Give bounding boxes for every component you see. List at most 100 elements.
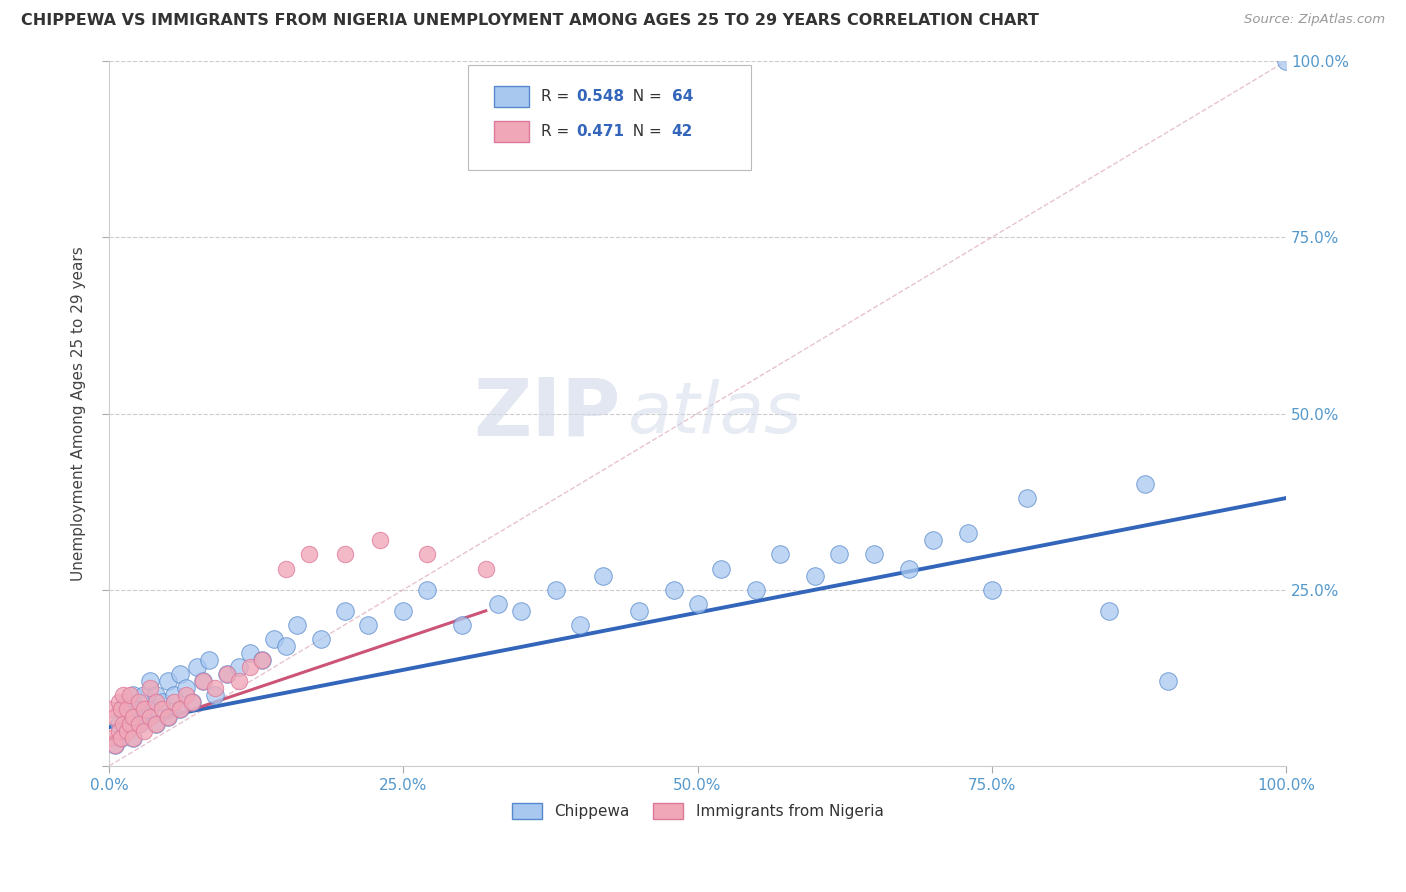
- Point: [745, 582, 768, 597]
- Point: [392, 604, 415, 618]
- Point: [121, 731, 143, 745]
- Point: [145, 695, 167, 709]
- Point: [368, 533, 391, 548]
- Point: [239, 646, 262, 660]
- Point: [686, 597, 709, 611]
- Point: [333, 604, 356, 618]
- Point: [115, 723, 138, 738]
- Point: [922, 533, 945, 548]
- Point: [110, 702, 132, 716]
- FancyBboxPatch shape: [468, 64, 751, 170]
- Point: [98, 731, 121, 745]
- Point: [115, 723, 138, 738]
- Point: [710, 561, 733, 575]
- Point: [115, 695, 138, 709]
- Bar: [494, 86, 529, 107]
- Point: [228, 660, 250, 674]
- Point: [1015, 491, 1038, 505]
- Point: [128, 716, 150, 731]
- Point: [169, 702, 191, 716]
- Point: [128, 695, 150, 709]
- Point: [134, 723, 156, 738]
- Point: [104, 738, 127, 752]
- Point: [150, 695, 173, 709]
- Point: [128, 702, 150, 716]
- Point: [110, 731, 132, 745]
- Point: [662, 582, 685, 597]
- Point: [174, 681, 197, 696]
- Point: [163, 689, 186, 703]
- Text: 0.471: 0.471: [576, 124, 624, 139]
- Point: [180, 695, 202, 709]
- Point: [120, 689, 142, 703]
- Text: CHIPPEWA VS IMMIGRANTS FROM NIGERIA UNEMPLOYMENT AMONG AGES 25 TO 29 YEARS CORRE: CHIPPEWA VS IMMIGRANTS FROM NIGERIA UNEM…: [21, 13, 1039, 29]
- Point: [121, 709, 143, 723]
- Point: [627, 604, 650, 618]
- Point: [156, 674, 179, 689]
- Point: [510, 604, 533, 618]
- Point: [215, 667, 238, 681]
- Point: [174, 689, 197, 703]
- Point: [156, 709, 179, 723]
- Point: [139, 674, 162, 689]
- Text: 0.548: 0.548: [576, 89, 624, 103]
- Point: [115, 702, 138, 716]
- Point: [134, 709, 156, 723]
- Point: [828, 548, 851, 562]
- Point: [204, 689, 226, 703]
- Point: [169, 667, 191, 681]
- Point: [592, 568, 614, 582]
- Point: [120, 716, 142, 731]
- Point: [107, 716, 129, 731]
- Point: [1157, 674, 1180, 689]
- Point: [145, 689, 167, 703]
- Point: [228, 674, 250, 689]
- Text: N =: N =: [623, 89, 666, 103]
- Point: [112, 689, 135, 703]
- Point: [980, 582, 1002, 597]
- Point: [156, 709, 179, 723]
- Point: [139, 702, 162, 716]
- Point: [250, 653, 273, 667]
- Point: [104, 738, 127, 752]
- Point: [193, 674, 215, 689]
- Point: [1098, 604, 1121, 618]
- Point: [145, 716, 167, 731]
- Text: N =: N =: [623, 124, 666, 139]
- Point: [263, 632, 285, 646]
- Point: [107, 695, 129, 709]
- Point: [357, 618, 380, 632]
- Point: [274, 639, 297, 653]
- Point: [198, 653, 221, 667]
- Legend: Chippewa, Immigrants from Nigeria: Chippewa, Immigrants from Nigeria: [506, 797, 890, 825]
- Point: [98, 702, 121, 716]
- Point: [180, 695, 202, 709]
- Text: R =: R =: [541, 89, 574, 103]
- Point: [110, 702, 132, 716]
- Point: [186, 660, 208, 674]
- Point: [474, 561, 496, 575]
- Point: [451, 618, 474, 632]
- Point: [250, 653, 273, 667]
- Point: [112, 716, 135, 731]
- Point: [169, 702, 191, 716]
- Point: [1275, 54, 1298, 69]
- Point: [193, 674, 215, 689]
- Point: [769, 548, 792, 562]
- Point: [568, 618, 591, 632]
- Text: 42: 42: [672, 124, 693, 139]
- Point: [110, 731, 132, 745]
- Point: [486, 597, 509, 611]
- Point: [239, 660, 262, 674]
- Point: [274, 561, 297, 575]
- Point: [145, 716, 167, 731]
- Point: [287, 618, 309, 632]
- Point: [298, 548, 321, 562]
- Point: [546, 582, 568, 597]
- Point: [804, 568, 827, 582]
- Point: [215, 667, 238, 681]
- Point: [134, 689, 156, 703]
- Point: [309, 632, 332, 646]
- Point: [139, 709, 162, 723]
- Point: [121, 689, 143, 703]
